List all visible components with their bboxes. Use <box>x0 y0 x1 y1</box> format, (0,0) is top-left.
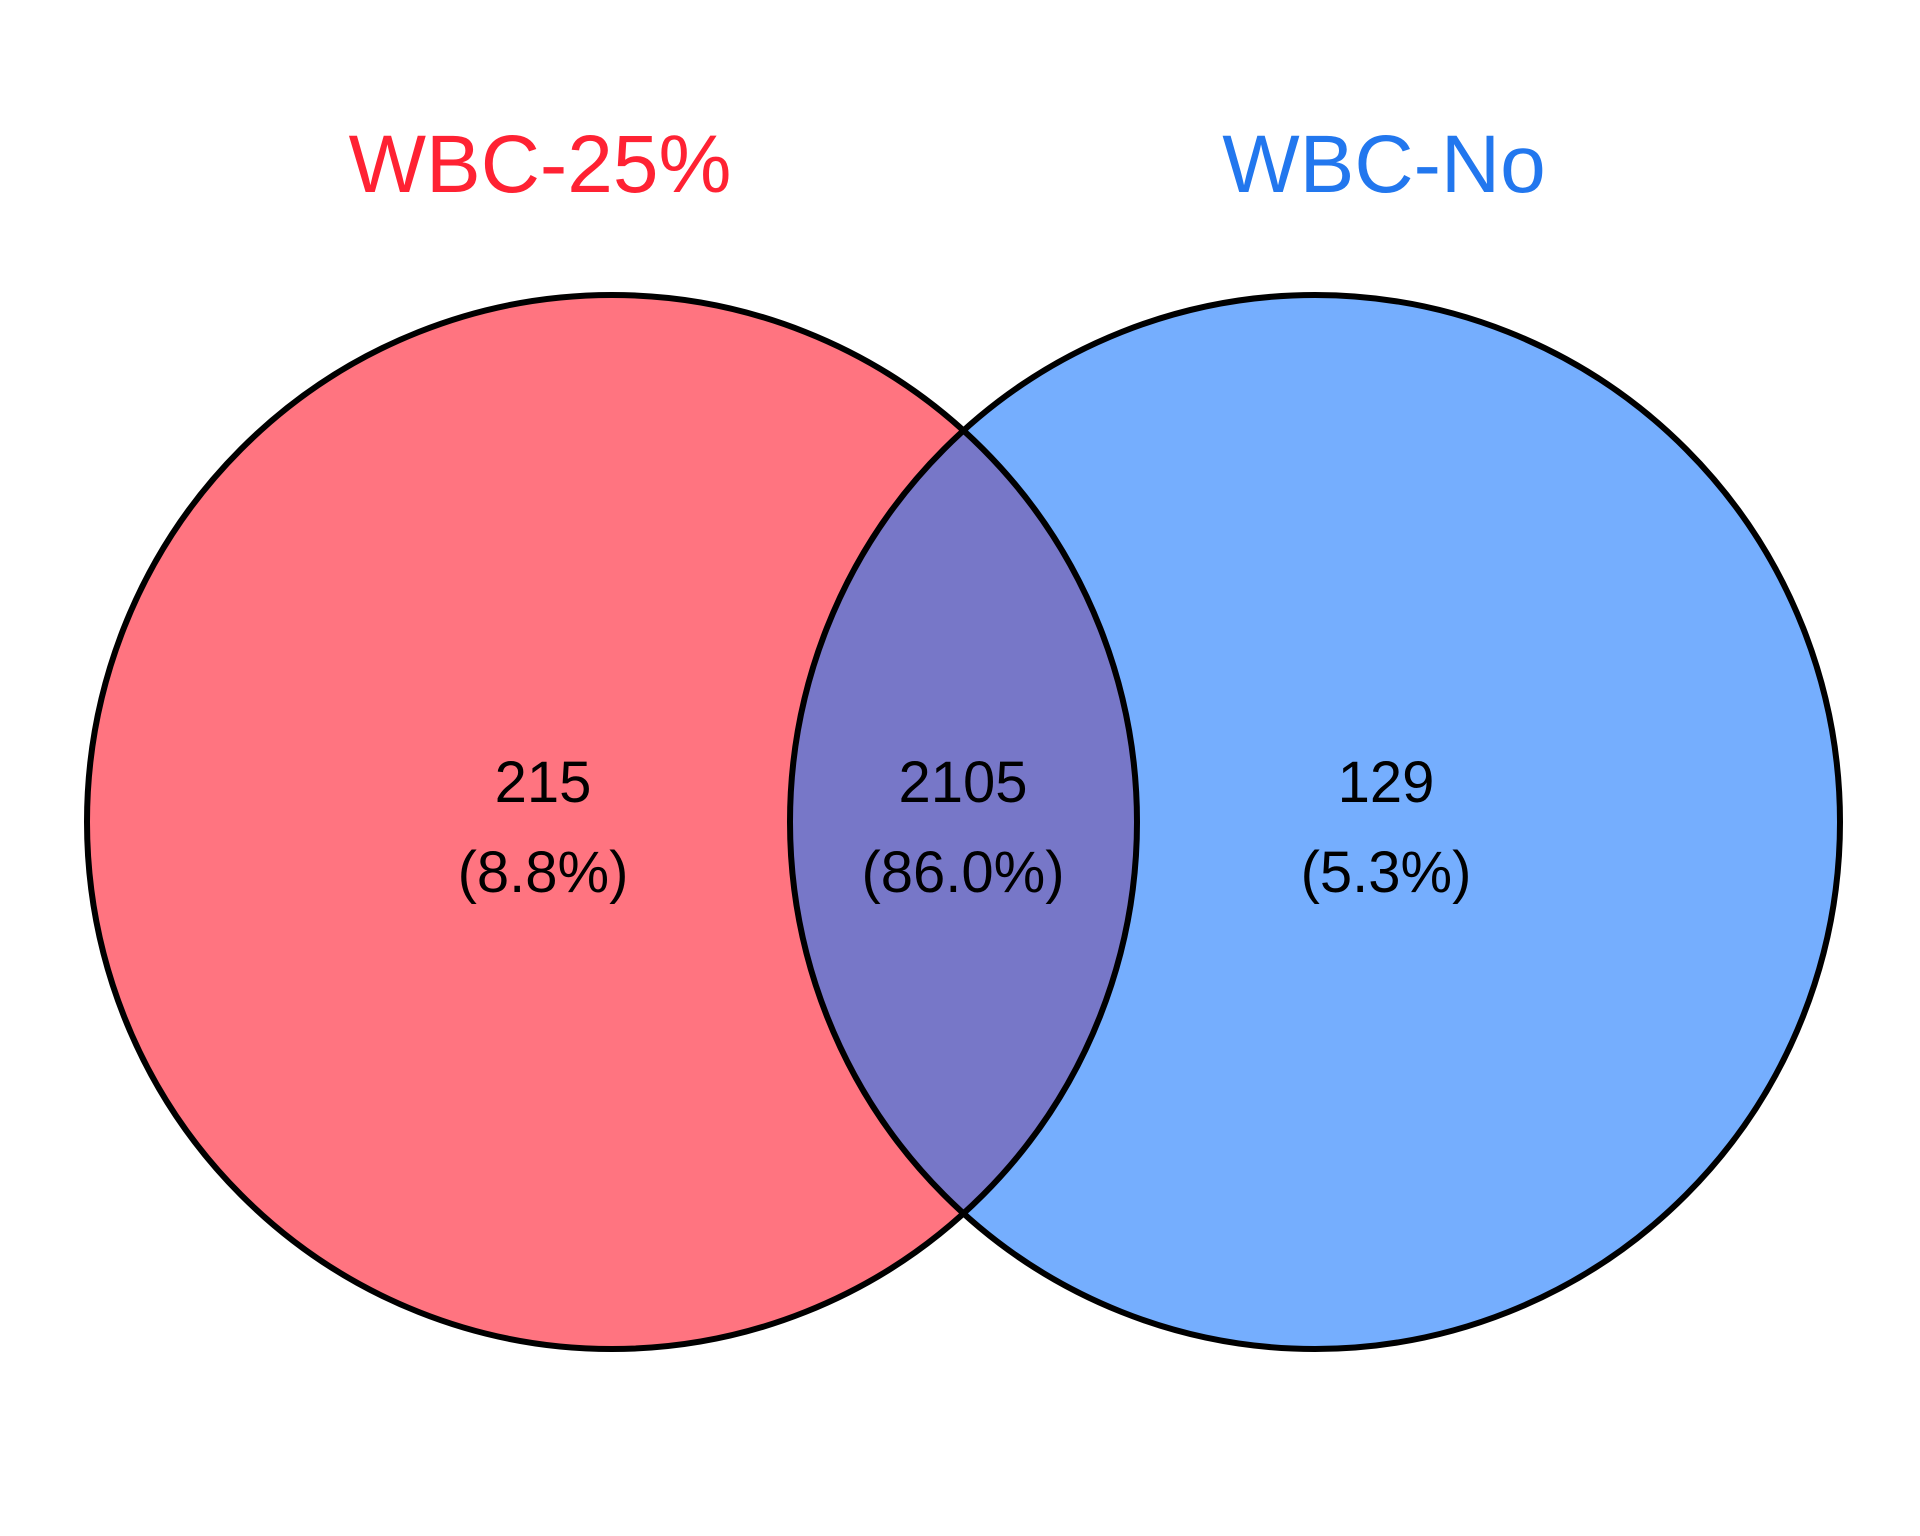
right-only-count: 129 <box>1338 750 1435 815</box>
left-only-count: 215 <box>495 750 592 815</box>
set-label-wbc-no: WBC-No <box>1222 119 1545 210</box>
intersection-region <box>790 295 1137 1349</box>
intersection-count: 2105 <box>898 750 1027 815</box>
intersection-percent: (86.0%) <box>861 840 1064 905</box>
set-label-wbc-25: WBC-25% <box>349 119 732 210</box>
right-only-percent: (5.3%) <box>1301 840 1472 905</box>
set-outline-wbc-25 <box>84 292 1140 1352</box>
set-outline-wbc-no <box>787 292 1843 1352</box>
left-only-percent: (8.8%) <box>458 840 629 905</box>
